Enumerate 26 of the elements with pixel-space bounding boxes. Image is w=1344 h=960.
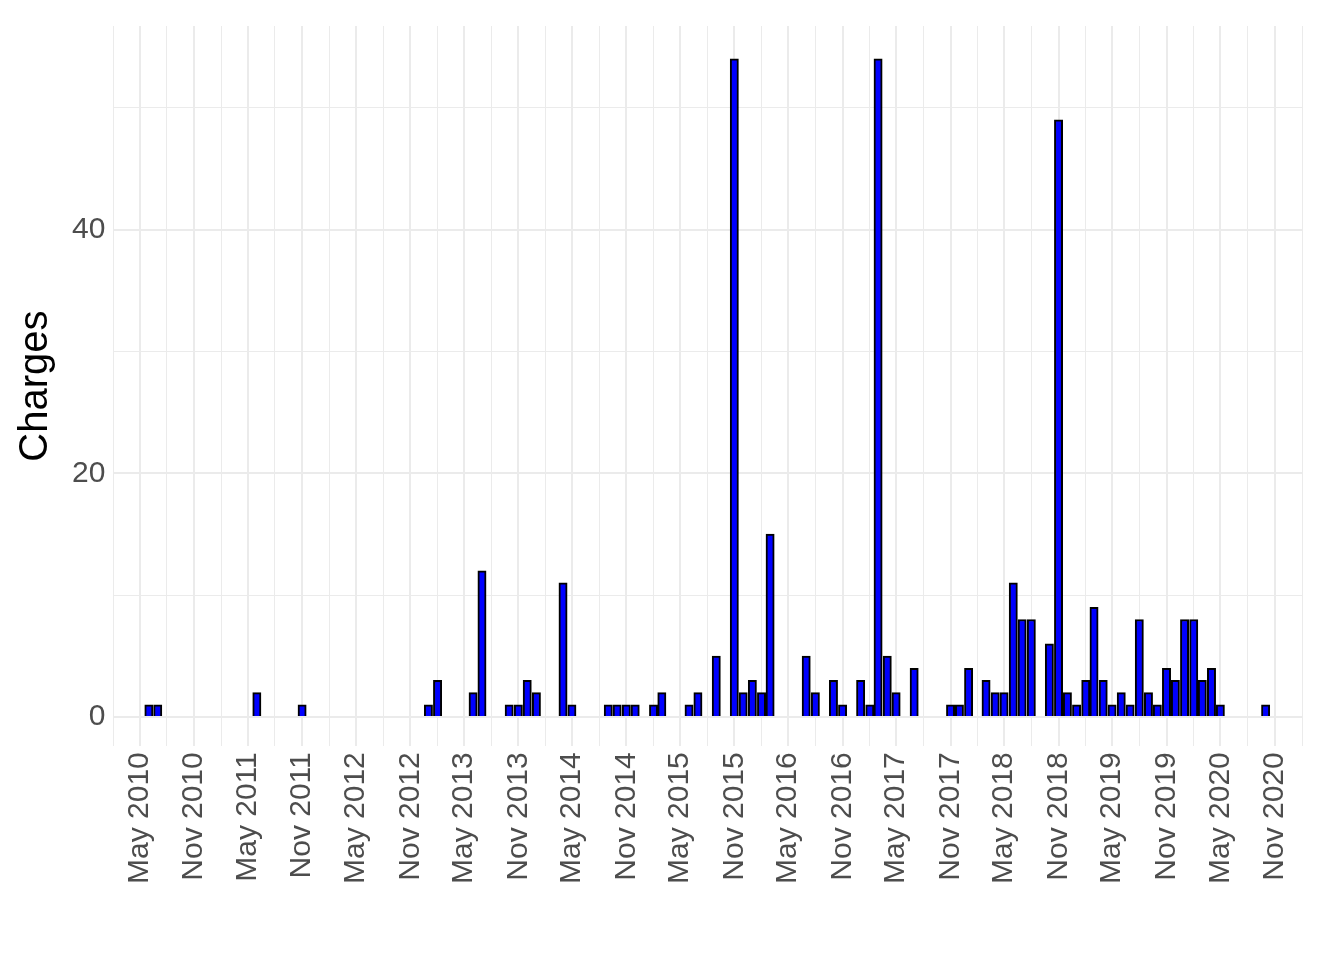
y-tick-label: 0 bbox=[88, 698, 106, 732]
x-tick-label: Nov 2014 bbox=[607, 752, 641, 881]
x-tick-label: May 2014 bbox=[553, 752, 587, 884]
x-tick-label: May 2015 bbox=[661, 752, 695, 884]
x-tick-label: May 2011 bbox=[228, 752, 262, 882]
x-tick-label: May 2013 bbox=[445, 752, 479, 884]
x-tick-label: Nov 2015 bbox=[715, 752, 749, 881]
x-tick-label: Nov 2019 bbox=[1147, 752, 1181, 881]
x-tick-label: Nov 2016 bbox=[823, 752, 857, 881]
x-tick-label: May 2010 bbox=[120, 752, 154, 884]
x-tick-label: Nov 2020 bbox=[1256, 752, 1290, 881]
x-tick-label: Nov 2017 bbox=[931, 752, 965, 881]
x-tick-label: Nov 2011 bbox=[283, 752, 317, 879]
y-tick-label: 20 bbox=[71, 454, 106, 488]
x-tick-label: Nov 2012 bbox=[391, 752, 425, 881]
y-axis-title: Charges bbox=[11, 310, 56, 462]
y-tick-label: 40 bbox=[71, 210, 106, 244]
x-tick-label: May 2017 bbox=[877, 752, 911, 884]
x-tick-label: May 2020 bbox=[1201, 752, 1235, 884]
x-tick-label: Nov 2018 bbox=[1039, 752, 1073, 881]
x-tick-label: May 2018 bbox=[985, 752, 1019, 884]
x-tick-label: Nov 2010 bbox=[175, 752, 209, 881]
x-tick-label: May 2019 bbox=[1093, 752, 1127, 884]
x-tick-label: Nov 2013 bbox=[499, 752, 533, 881]
x-tick-label: May 2016 bbox=[769, 752, 803, 884]
x-tick-label: May 2012 bbox=[337, 752, 371, 884]
